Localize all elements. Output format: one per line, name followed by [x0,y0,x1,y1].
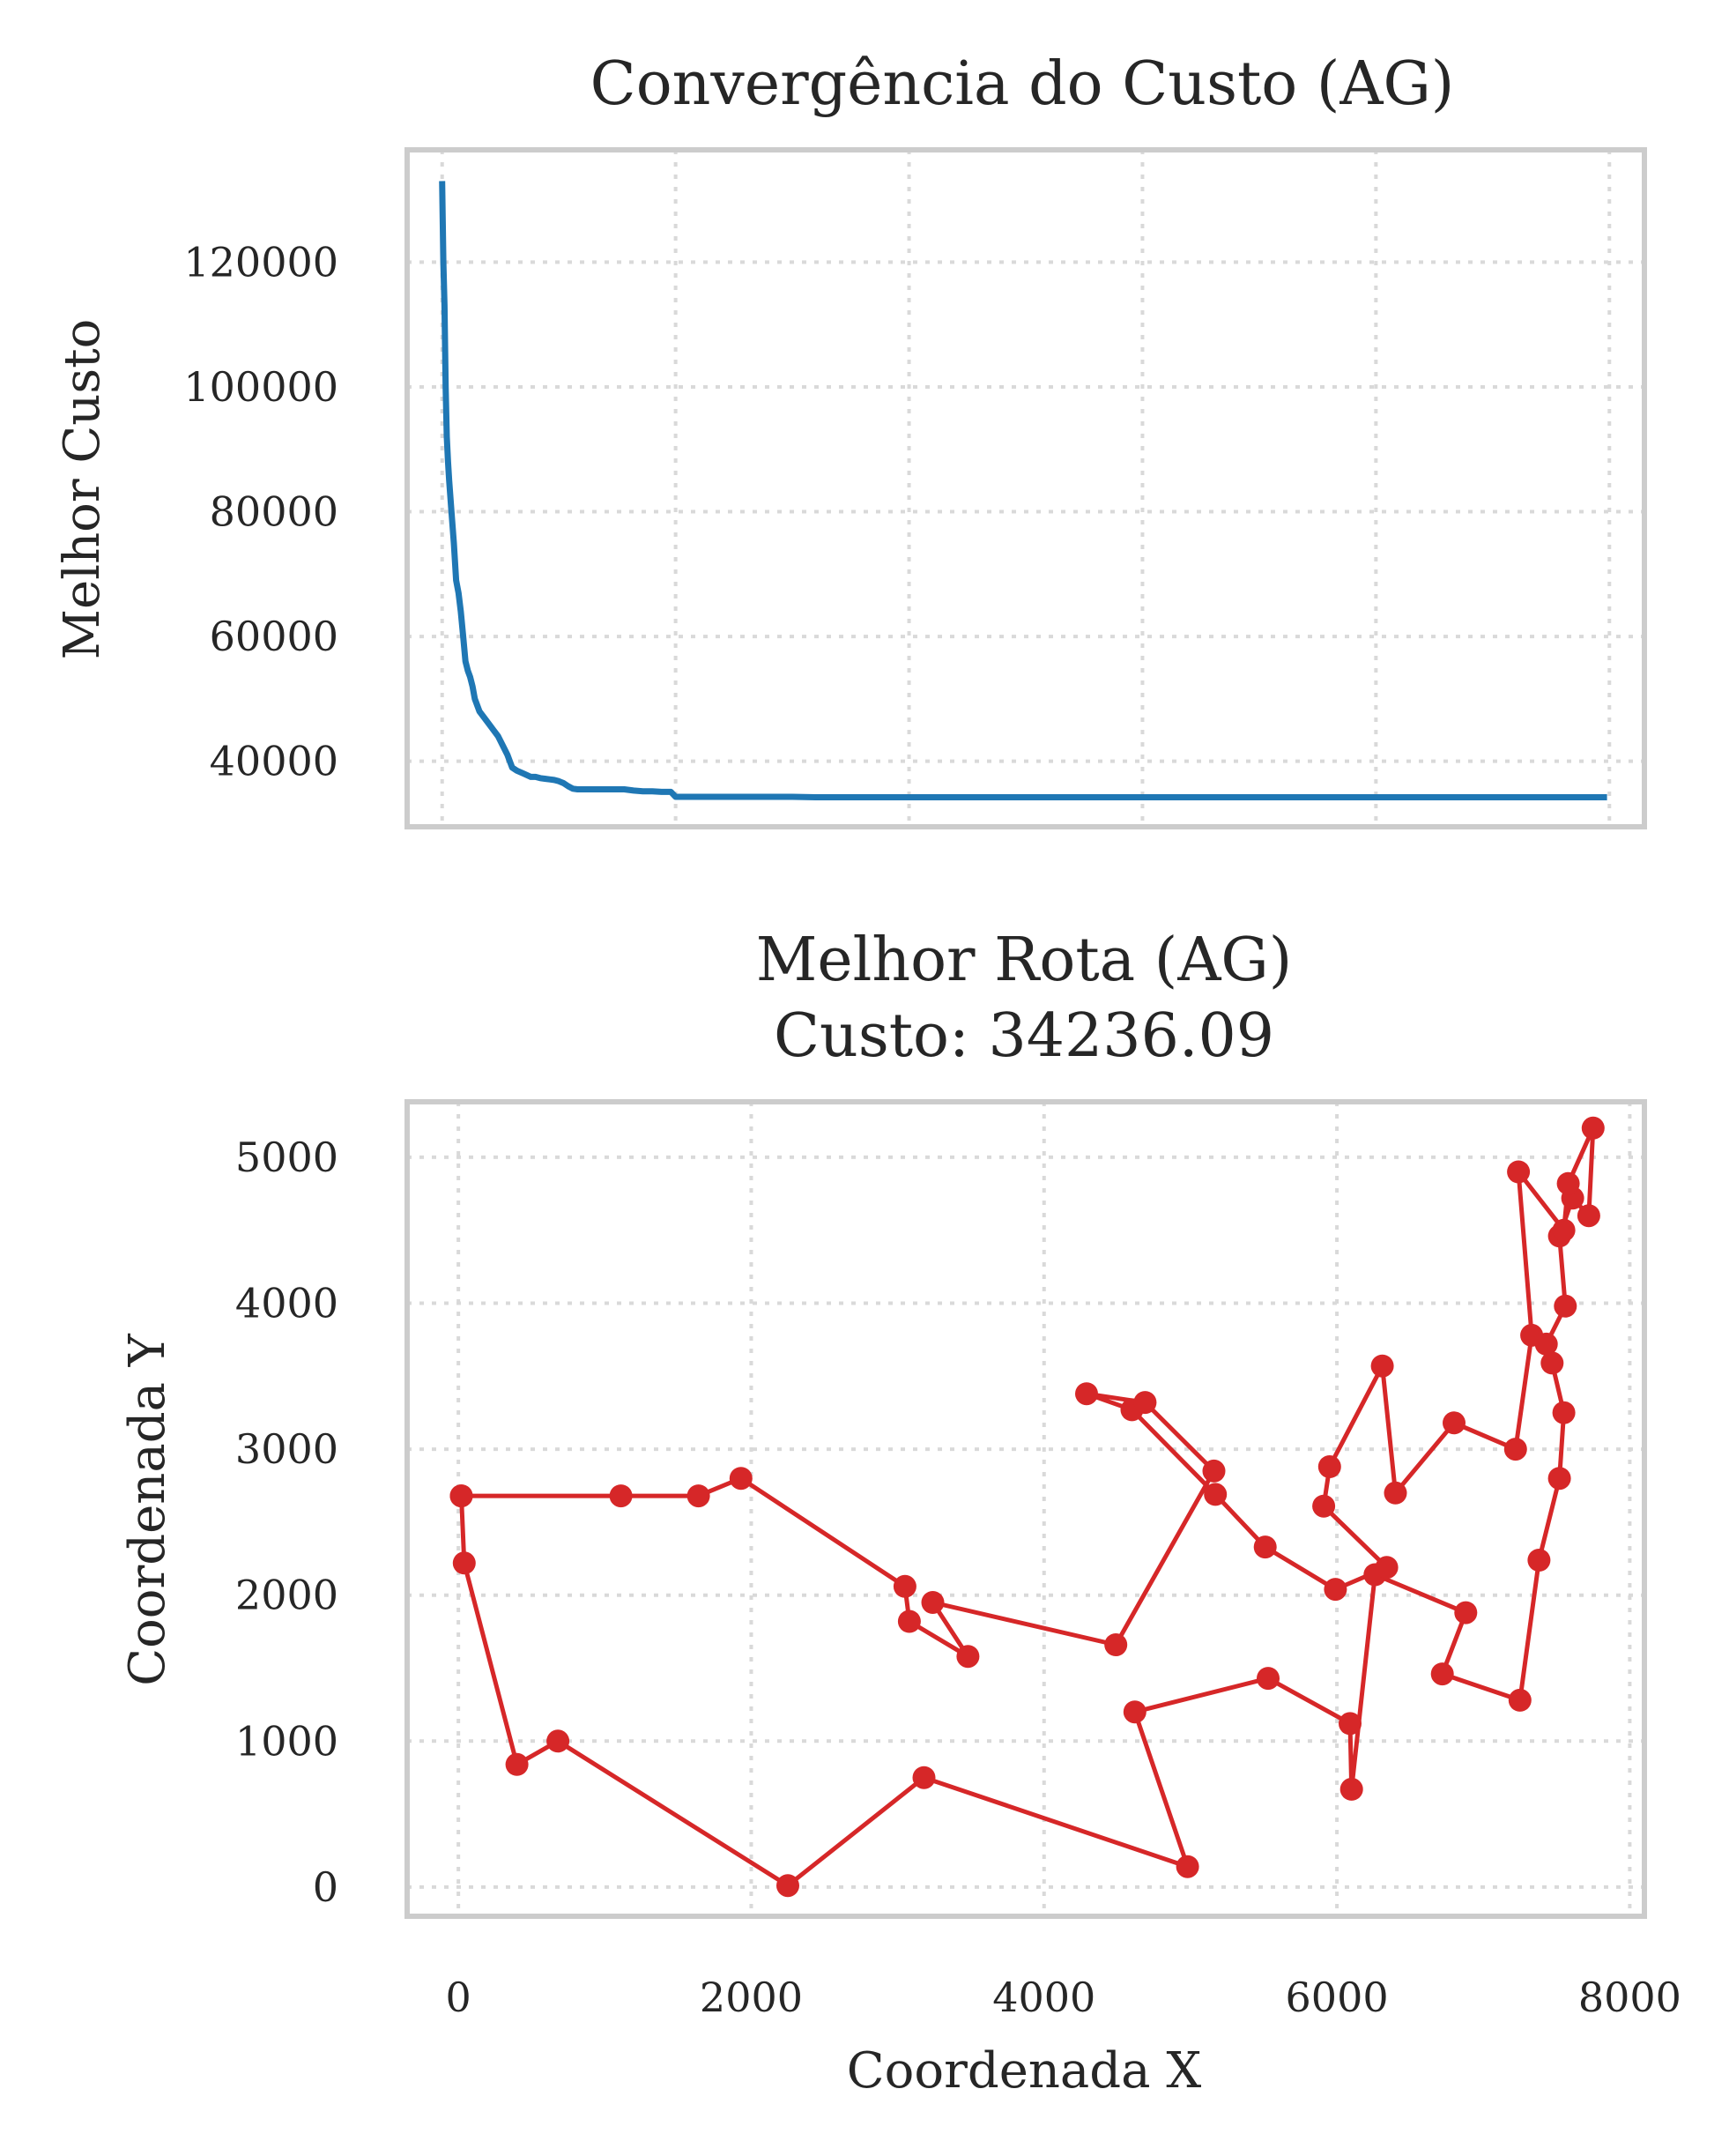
route-city-point [1577,1204,1600,1228]
route-city-point [686,1484,710,1508]
route-city-point [1520,1323,1544,1347]
route-city-point [1540,1351,1564,1375]
route-city-point [1384,1481,1407,1505]
route-city-point [897,1610,921,1633]
route-city-point [1552,1218,1576,1242]
route-city-point [609,1484,633,1508]
route-city-point [1556,1171,1580,1195]
route-city-point [1204,1483,1228,1506]
convergence-plot-frame [404,147,1647,829]
route-chart-title: Melhor Rota (AG) [756,926,1293,995]
route-x-tick-label: 6000 [1286,1974,1389,2021]
route-city-point [1507,1160,1531,1184]
route-city-point [921,1591,945,1614]
cost-convergence-line [439,181,1607,800]
route-city-point [729,1467,753,1491]
route-city-point [893,1574,916,1598]
route-grid [407,1102,1644,1916]
route-city-point [776,1874,799,1898]
route-city-point [1075,1382,1098,1406]
route-city-point [1317,1455,1341,1478]
route-x-tick-label: 4000 [992,1974,1095,2021]
route-y-axis-label: Coordenada Y [119,1333,176,1686]
route-x-tick-label: 2000 [700,1974,803,2021]
route-city-point [1370,1354,1394,1378]
convergence-y-tick-label: 60000 [210,613,338,660]
route-city-point [1133,1391,1157,1415]
convergence-y-tick-label: 40000 [210,738,338,785]
route-city-point [1430,1662,1454,1686]
route-city-point [1375,1556,1399,1580]
route-y-tick-label: 4000 [235,1280,338,1327]
route-city-point [1554,1294,1577,1318]
route-city-point [1527,1549,1551,1572]
convergence-y-tick-label: 80000 [210,488,338,536]
route-city-point [1312,1494,1336,1518]
route-y-tick-label: 1000 [235,1717,338,1765]
route-city-point [1257,1667,1280,1691]
route-y-tick-label: 3000 [235,1425,338,1473]
route-y-tick-label: 2000 [235,1572,338,1619]
route-x-axis-label: Coordenada X [847,2042,1202,2100]
convergence-y-tick-label: 100000 [183,363,338,411]
best-route-path [459,1126,1596,1888]
route-y-tick-label: 0 [313,1863,338,1911]
convergence-y-axis-label: Melhor Custo [54,319,111,660]
route-plot-frame [404,1099,1647,1919]
route-city-point [505,1752,529,1776]
route-city-point [1503,1438,1527,1461]
route-city-point [1454,1601,1478,1624]
route-city-point [1176,1855,1199,1878]
route-city-point [546,1729,570,1753]
route-x-tick-label: 8000 [1578,1974,1681,2021]
route-city-point [1547,1467,1571,1491]
route-city-point [1339,1712,1362,1736]
route-x-tick-label: 0 [446,1974,471,2021]
route-city-point [1443,1411,1466,1435]
convergence-y-tick-label: 120000 [183,238,338,286]
route-city-point [452,1551,476,1575]
route-city-point [912,1766,936,1789]
route-city-point [449,1484,473,1508]
route-city-points [449,1116,1605,1898]
route-x-tick-labels: 0 2000 4000 6000 8000 [446,1974,1681,2021]
route-city-point [1123,1700,1146,1724]
convergence-panel: Convergência do Custo (AG) 40000 60000 800… [54,49,1647,829]
route-city-point [1253,1535,1277,1559]
route-city-point [1202,1459,1226,1483]
route-y-tick-label: 5000 [235,1134,338,1181]
route-panel: Melhor Rota (AG) Custo: 34236.09 0 2000 40… [119,926,1681,2100]
route-city-point [1508,1688,1532,1712]
route-city-point [1324,1578,1347,1602]
route-city-point [1552,1401,1576,1424]
route-city-point [956,1645,980,1669]
convergence-chart-title: Convergência do Custo (AG) [590,49,1455,119]
convergence-y-tick-labels: 40000 60000 80000 100000 120000 [183,238,338,784]
route-city-point [1581,1116,1605,1140]
route-city-point [1104,1633,1128,1656]
route-city-point [1339,1777,1363,1801]
route-y-tick-labels: 0 1000 2000 3000 4000 5000 [235,1134,338,1911]
route-chart-cost-subtitle: Custo: 34236.09 [774,1001,1274,1071]
convergence-grid [407,150,1644,827]
